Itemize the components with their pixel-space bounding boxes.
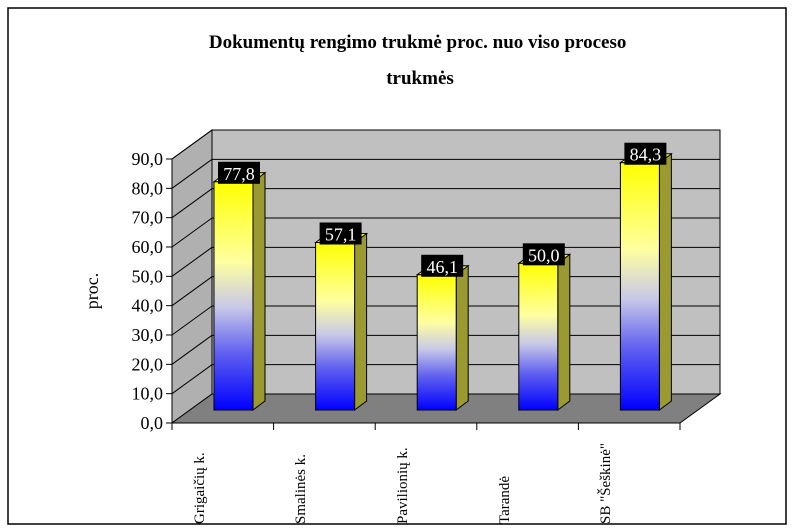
x-tick-label: SB "Šeškinė"	[598, 442, 615, 524]
value-label: 46,1	[426, 257, 458, 277]
grid-line	[171, 246, 213, 277]
bar	[619, 162, 660, 411]
value-label: 84,3	[630, 145, 662, 165]
bar-side	[252, 171, 266, 411]
value-label: 50,0	[528, 245, 560, 265]
value-label-box	[319, 222, 362, 245]
y-tick-label: 10,0	[132, 384, 164, 404]
bar-side	[354, 232, 368, 411]
bar-side	[455, 264, 469, 411]
y-tick-label: 70,0	[132, 208, 164, 228]
grid-line	[171, 364, 213, 395]
y-tick-label: 80,0	[132, 178, 164, 198]
value-label: 77,8	[223, 164, 255, 184]
y-axis-label: proc.	[82, 273, 102, 309]
x-tick-label: Smalinės k.	[293, 454, 310, 524]
grid-line	[171, 217, 213, 248]
y-tick-label: 60,0	[132, 237, 164, 257]
bar-side	[557, 253, 571, 411]
value-label-box	[522, 243, 565, 266]
grid-line	[171, 305, 213, 336]
grid-line	[171, 334, 213, 365]
bar	[315, 242, 356, 411]
y-tick-label: 90,0	[132, 149, 164, 169]
value-label-box	[624, 142, 667, 165]
bar	[213, 181, 254, 411]
grid-line	[171, 188, 213, 219]
x-tick-label: Tarandė	[496, 475, 513, 524]
grid-line	[171, 276, 213, 307]
x-tick-label: Pavilionių k.	[395, 447, 411, 524]
bar	[416, 274, 457, 411]
y-tick-label: 40,0	[132, 296, 164, 316]
y-tick-label: 50,0	[132, 266, 164, 286]
grid-line	[171, 129, 213, 160]
bar	[518, 262, 559, 411]
y-tick-label: 0,0	[141, 413, 164, 433]
y-tick-label: 20,0	[132, 354, 164, 374]
value-label: 57,1	[325, 225, 357, 245]
value-label-box	[421, 254, 464, 277]
grid-line	[171, 158, 213, 189]
y-tick-label: 30,0	[132, 325, 164, 345]
x-tick-label: Grigaičių k.	[191, 452, 208, 524]
value-label-box	[218, 161, 260, 184]
bar-side	[658, 152, 672, 411]
chart-title: Dokumentų rengimo trukmė proc. nuo viso …	[209, 32, 631, 89]
